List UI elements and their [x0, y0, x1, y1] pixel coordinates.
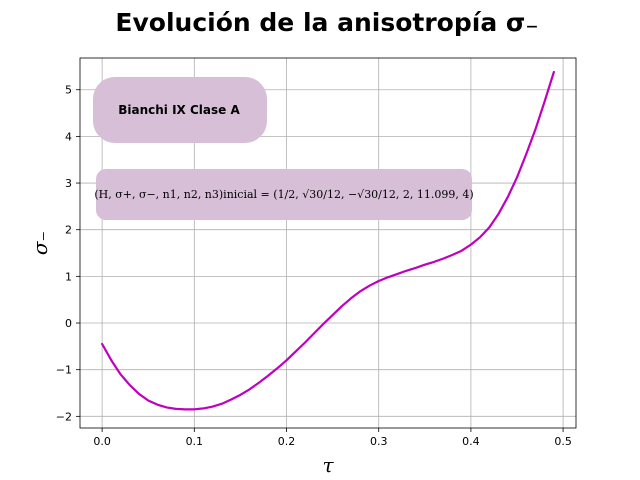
y-tick-label: 5 [65, 84, 72, 97]
x-tick-label: 0.2 [278, 435, 296, 448]
series-line [101, 70, 555, 411]
y-tick-label: 2 [65, 224, 72, 237]
x-tick-label: 0.5 [554, 435, 572, 448]
annotation-text: Bianchi IX Clase A [118, 103, 240, 117]
y-tick-label: 1 [65, 270, 72, 283]
annotation-initial-conditions: (H, σ+, σ−, n1, n2, n3)inicial = (1/2, √… [94, 169, 474, 220]
x-tick-label: 0.0 [93, 435, 111, 448]
annotation-text: (H, σ+, σ−, n1, n2, n3)inicial = (1/2, √… [94, 188, 473, 201]
plot-frame [79, 57, 577, 429]
y-tick-label: 4 [65, 130, 72, 143]
x-axis-label: τ [322, 453, 334, 477]
y-tick-label: 3 [65, 177, 72, 190]
x-tick-label: 0.1 [186, 435, 204, 448]
y-tick-label: −1 [56, 364, 72, 377]
axis-ticks: 0.0 0.1 0.2 0.3 0.4 0.5 −2 −1 0 1 2 3 4 5 [56, 84, 572, 448]
annotation-bianchi: Bianchi IX Clase A [93, 77, 267, 143]
y-axis-label: σ₋ [28, 231, 52, 255]
annotation-box [93, 77, 267, 143]
chart-title: Evolución de la anisotropía σ₋ [115, 8, 538, 37]
y-tick-label: −2 [56, 410, 72, 423]
x-tick-label: 0.3 [370, 435, 388, 448]
y-tick-label: 0 [65, 317, 72, 330]
x-tick-label: 0.4 [462, 435, 480, 448]
plot-series [101, 70, 555, 411]
annotation-box [96, 169, 472, 220]
